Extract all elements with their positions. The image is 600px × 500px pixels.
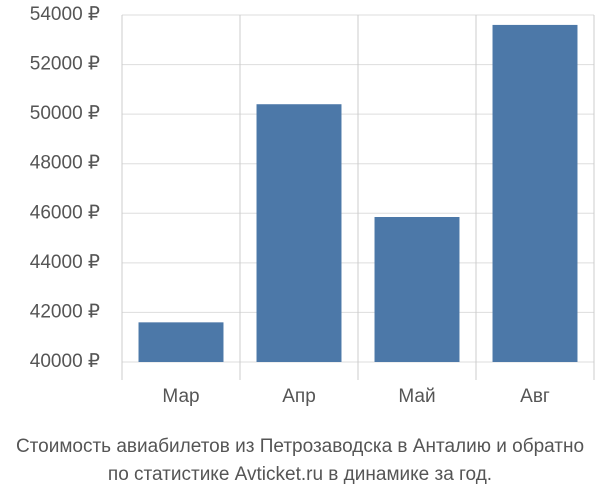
y-tick-label: 50000 ₽ [30, 103, 100, 124]
x-tick-label: Апр [282, 386, 316, 407]
bar [492, 24, 578, 363]
x-tick-label: Авг [520, 386, 550, 407]
x-tick-label: Мар [162, 386, 199, 407]
bar [138, 322, 224, 362]
y-tick-label: 42000 ₽ [30, 301, 100, 322]
y-tick-label: 44000 ₽ [30, 252, 100, 273]
y-tick-label: 52000 ₽ [30, 54, 100, 75]
y-tick-label: 40000 ₽ [30, 351, 100, 372]
y-tick-label: 48000 ₽ [30, 153, 100, 174]
x-tick-label: Май [398, 386, 435, 407]
chart-title: по статистике Avticket.ru в динамике за … [108, 464, 492, 485]
bar [374, 217, 460, 362]
bar [256, 104, 342, 362]
y-tick-label: 54000 ₽ [30, 4, 100, 25]
chart-title: Стоимость авиабилетов из Петрозаводска в… [16, 436, 584, 457]
y-tick-label: 46000 ₽ [30, 202, 100, 223]
